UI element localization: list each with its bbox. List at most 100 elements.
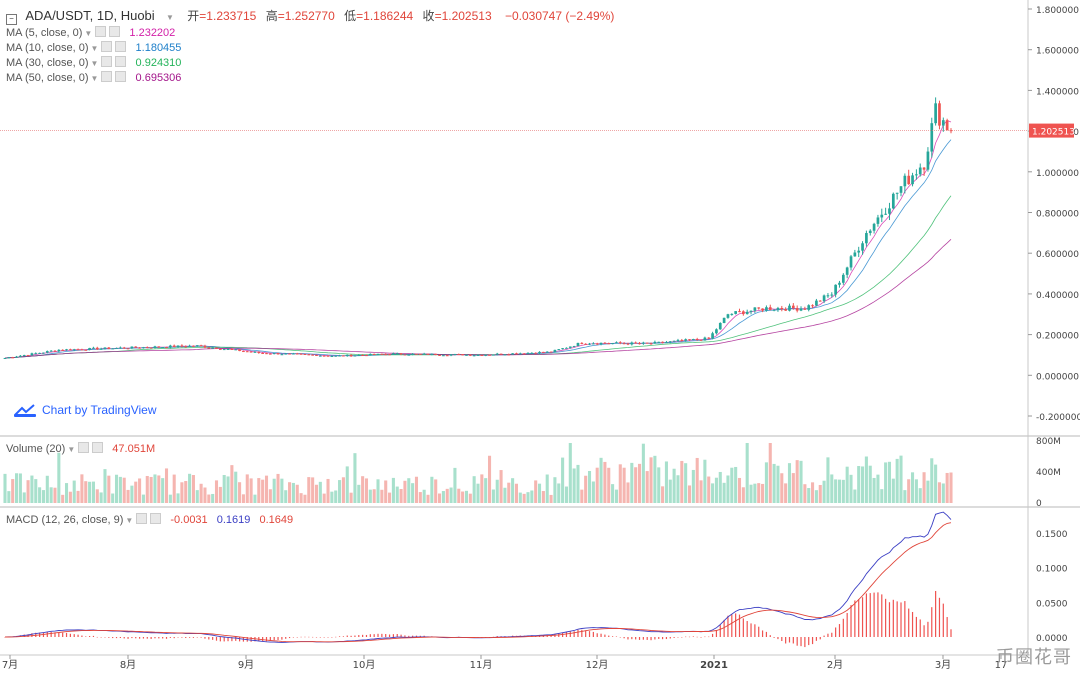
volume-bar bbox=[80, 474, 84, 503]
macd-histogram-bar bbox=[285, 637, 287, 639]
volume-bar bbox=[145, 475, 149, 503]
volume-bar bbox=[514, 483, 518, 503]
volume-bar bbox=[434, 479, 438, 503]
chevron-down-icon[interactable]: ▼ bbox=[125, 516, 134, 525]
volume-bar bbox=[422, 489, 426, 503]
candle-body bbox=[518, 353, 522, 355]
volume-bar bbox=[587, 470, 592, 503]
candle-body bbox=[807, 305, 811, 310]
macd-histogram-bar bbox=[327, 637, 329, 638]
volume-bar bbox=[630, 462, 634, 503]
candle-body bbox=[511, 353, 514, 355]
macd-histogram-bar bbox=[419, 635, 421, 637]
candle-body bbox=[726, 314, 730, 318]
time-tick-label: 2021 bbox=[700, 660, 728, 671]
volume-bar bbox=[107, 475, 111, 503]
price-tick-label: 0.200000 bbox=[1036, 332, 1079, 342]
time-tick-label: 17 bbox=[995, 660, 1008, 671]
settings-icon[interactable] bbox=[136, 513, 148, 524]
volume-bar bbox=[376, 479, 380, 503]
settings-icon[interactable] bbox=[101, 56, 113, 67]
macd-histogram-bar bbox=[288, 637, 291, 639]
close-icon[interactable] bbox=[109, 26, 121, 37]
macd-histogram-bar bbox=[281, 637, 283, 640]
volume-bar bbox=[195, 490, 199, 503]
volume-bar bbox=[84, 481, 88, 503]
candle-body bbox=[349, 354, 353, 357]
ma-label: MA (50, close, 0) bbox=[6, 72, 89, 84]
ma-legend-5[interactable]: MA (5, close, 0) ▼ 1.232202 bbox=[6, 26, 175, 39]
settings-icon[interactable] bbox=[101, 41, 113, 52]
ma-legend-10[interactable]: MA (10, close, 0) ▼ 1.180455 bbox=[6, 41, 181, 54]
candle-body bbox=[34, 353, 38, 355]
macd-histogram-bar bbox=[746, 621, 748, 637]
candle-body bbox=[345, 354, 349, 357]
candle-body bbox=[42, 352, 45, 354]
volume-bar bbox=[130, 485, 134, 503]
close-icon[interactable] bbox=[150, 513, 162, 524]
close-icon[interactable] bbox=[115, 71, 127, 82]
macd-histogram-bar bbox=[600, 633, 602, 637]
macd-legend[interactable]: MACD (12, 26, close, 9) ▼ -0.0031 0.1619 … bbox=[6, 513, 293, 526]
candle-body bbox=[730, 313, 734, 315]
candle-body bbox=[461, 354, 464, 356]
settings-icon[interactable] bbox=[78, 442, 90, 453]
close-icon[interactable] bbox=[115, 41, 127, 52]
volume-bar bbox=[138, 478, 142, 503]
settings-icon[interactable] bbox=[95, 26, 107, 37]
volume-bar bbox=[814, 490, 818, 503]
candle-body bbox=[322, 355, 326, 357]
chevron-down-icon[interactable]: ▼ bbox=[67, 445, 76, 454]
signal-value: 0.1649 bbox=[259, 514, 294, 526]
volume-bar bbox=[426, 494, 430, 503]
macd-histogram-bar bbox=[765, 631, 768, 637]
macd-histogram-bar bbox=[931, 607, 933, 637]
volume-bar bbox=[222, 475, 226, 503]
volume-bar bbox=[384, 480, 388, 503]
candle-body bbox=[638, 343, 641, 345]
candle-body bbox=[926, 151, 930, 170]
chevron-down-icon[interactable]: ▼ bbox=[84, 29, 93, 38]
macd-histogram-bar bbox=[881, 594, 883, 637]
chevron-down-icon[interactable]: ▼ bbox=[90, 44, 99, 53]
macd-histogram-bar bbox=[631, 637, 633, 640]
collapse-icon[interactable]: − bbox=[6, 14, 17, 25]
macd-histogram-bar bbox=[412, 635, 414, 637]
settings-icon[interactable] bbox=[101, 71, 113, 82]
volume-legend[interactable]: Volume (20) ▼ 47.051M bbox=[6, 442, 155, 455]
macd-histogram-bar bbox=[838, 624, 841, 637]
volume-bar bbox=[30, 475, 34, 503]
candle-body bbox=[399, 353, 403, 355]
volume-bar bbox=[411, 483, 415, 503]
chevron-down-icon[interactable]: ▼ bbox=[90, 74, 99, 83]
candle-body bbox=[918, 167, 922, 175]
volume-bar bbox=[807, 488, 811, 503]
candle-body bbox=[653, 341, 657, 344]
ma-line bbox=[4, 195, 952, 359]
candle-body bbox=[857, 250, 861, 253]
ma-legend-30[interactable]: MA (30, close, 0) ▼ 0.924310 bbox=[6, 56, 181, 69]
volume-bar bbox=[445, 488, 449, 503]
volume-bar bbox=[284, 490, 288, 503]
volume-bar bbox=[299, 493, 303, 503]
candle-body bbox=[230, 348, 234, 350]
chevron-down-icon[interactable]: ▼ bbox=[166, 13, 174, 22]
macd-histogram-bar bbox=[319, 637, 321, 638]
close-icon[interactable] bbox=[92, 442, 104, 453]
ma-legend-50[interactable]: MA (50, close, 0) ▼ 0.695306 bbox=[6, 71, 181, 84]
last-price-label: 1.202513 bbox=[1032, 128, 1075, 138]
candle-body bbox=[745, 311, 749, 315]
volume-bar bbox=[818, 484, 822, 503]
macd-histogram-bar bbox=[238, 637, 241, 642]
price-tick-label: 0.400000 bbox=[1036, 291, 1079, 301]
ma-label: MA (5, close, 0) bbox=[6, 27, 83, 39]
candle-body bbox=[826, 295, 830, 297]
candle-body bbox=[65, 349, 68, 351]
tradingview-link[interactable]: Chart by TradingView bbox=[14, 403, 157, 417]
macd-histogram-bar bbox=[500, 636, 502, 637]
chevron-down-icon[interactable]: ▼ bbox=[90, 59, 99, 68]
close-icon[interactable] bbox=[115, 56, 127, 67]
volume-bar bbox=[476, 483, 480, 503]
time-tick-label: 12月 bbox=[586, 659, 609, 671]
volume-bar bbox=[511, 478, 515, 503]
